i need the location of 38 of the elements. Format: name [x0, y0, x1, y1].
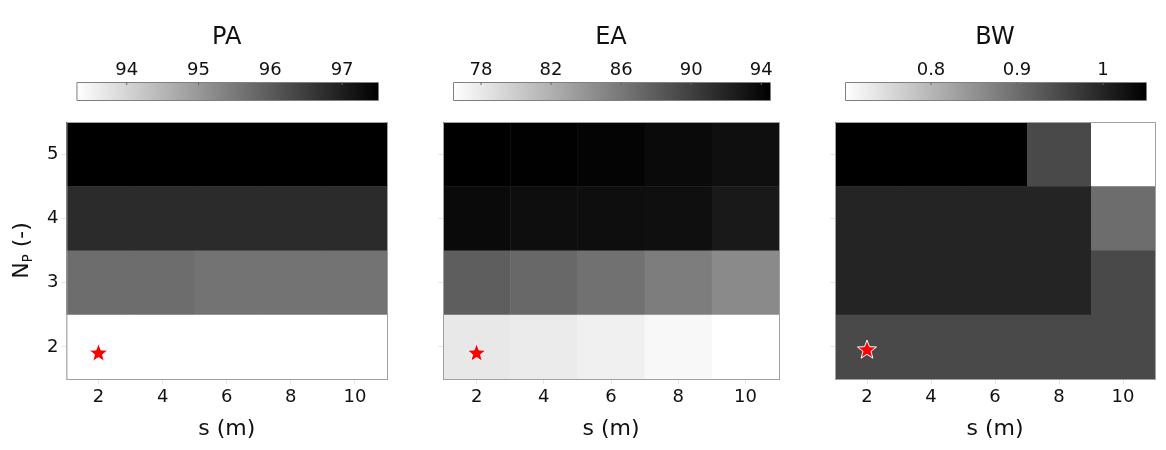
- x-tick-label: 2: [470, 385, 483, 407]
- color-bar-label: 94: [115, 57, 139, 79]
- y-tick-label: 4: [47, 206, 59, 228]
- color-bar-label: 1: [1097, 57, 1109, 79]
- x-axis-title: s (m): [198, 414, 256, 440]
- y-tick-label: 3: [47, 270, 59, 292]
- x-tick-label: 8: [672, 385, 684, 407]
- color-bar-label: 0.8: [916, 57, 946, 79]
- x-tick-label: 8: [1053, 385, 1065, 407]
- color-bar-label: 0.9: [1002, 57, 1032, 79]
- chart-title: EA: [595, 22, 628, 51]
- x-tick-label: 2: [92, 385, 105, 407]
- x-tick-label: 2: [861, 385, 873, 407]
- color-bar-label: 97: [330, 57, 354, 79]
- color-bar-label: 78: [469, 57, 493, 79]
- color-bar-label: 95: [187, 57, 210, 79]
- x-tick-label: 4: [925, 385, 937, 407]
- y-axis-title: NP (-): [7, 222, 36, 279]
- y-tick-label: 5: [47, 141, 59, 163]
- color-bar-label: 86: [609, 57, 633, 79]
- x-tick-label: 4: [538, 385, 550, 407]
- x-axis-title: s (m): [966, 414, 1024, 440]
- color-bar-label: 82: [539, 57, 563, 79]
- chart-title: BW: [975, 22, 1015, 51]
- x-axis-title: s (m): [582, 414, 640, 440]
- x-tick-label: 6: [221, 385, 233, 407]
- color-bar-label: 94: [749, 57, 773, 79]
- color-bar-label: 96: [258, 57, 282, 79]
- x-tick-label: 10: [1111, 385, 1135, 407]
- x-tick-label: 4: [156, 385, 169, 407]
- y-tick-label: 2: [47, 334, 59, 356]
- x-tick-label: 6: [989, 385, 1001, 407]
- color-bar-label: 90: [679, 57, 703, 79]
- x-tick-label: 8: [285, 385, 297, 407]
- x-tick-label: 10: [343, 385, 367, 407]
- x-tick-label: 10: [733, 385, 757, 407]
- chart-title: PA: [212, 22, 242, 51]
- x-tick-label: 6: [605, 385, 617, 407]
